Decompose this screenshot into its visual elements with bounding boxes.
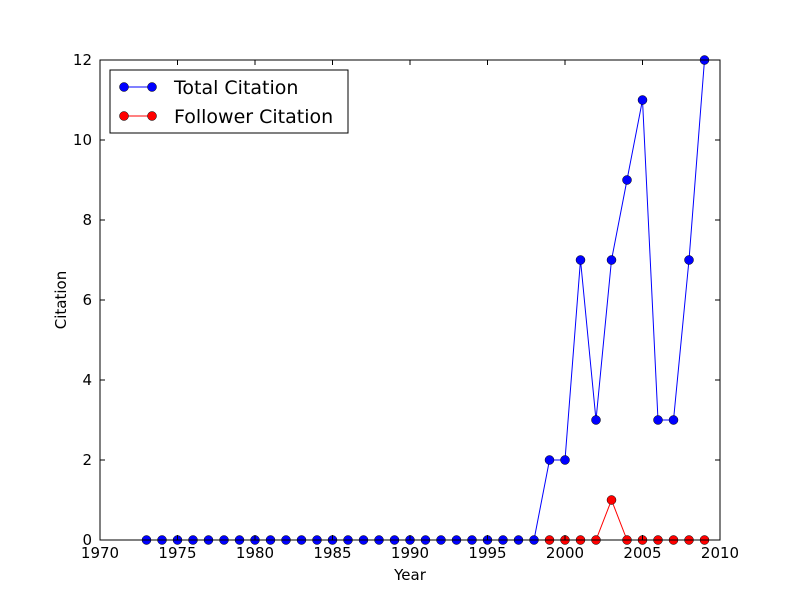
legend-label-follower-citation: Follower Citation	[174, 106, 333, 128]
legend-label-total-citation: Total Citation	[173, 77, 298, 99]
data-point-follower-citation	[606, 495, 617, 505]
x-axis-label: Year	[393, 566, 427, 584]
ticks-layer: 1970 1975 1980 1985 1990 1995 2000 2005 2010 0 2 4 6…	[73, 51, 739, 562]
legend: Total Citation Follower Citation	[109, 69, 349, 134]
x-tick-label: 2000	[546, 544, 584, 562]
data-point-total-citation	[622, 175, 632, 185]
data-point-total-citation	[637, 95, 648, 105]
x-tick-label: 1990	[391, 544, 429, 562]
series-line-follower-citation	[549, 498, 705, 541]
data-point-total-citation	[575, 255, 586, 265]
y-tick-label: 4	[82, 371, 92, 389]
x-tick-label: 1970	[81, 544, 119, 562]
legend-marker-total-citation	[147, 82, 157, 92]
data-point-total-citation	[606, 255, 617, 265]
legend-marker-total-citation	[119, 82, 129, 92]
x-tick-label: 1975	[158, 544, 196, 562]
y-tick-label: 0	[82, 531, 92, 549]
x-tick-label: 2005	[623, 544, 661, 562]
x-tick-label: 1985	[313, 544, 351, 562]
data-point-total-citation	[684, 255, 694, 265]
data-point-total-citation	[591, 415, 601, 425]
data-point-total-citation	[560, 455, 570, 465]
x-tick-label: 1980	[236, 544, 274, 562]
y-tick-label: 10	[73, 131, 92, 149]
y-axis-label: Citation	[52, 271, 70, 329]
y-tick-label: 12	[73, 51, 92, 69]
legend-marker-follower-citation	[119, 111, 129, 121]
legend-marker-follower-citation	[147, 111, 157, 121]
data-point-total-citation	[544, 455, 555, 465]
x-tick-label: 2010	[701, 544, 739, 562]
y-tick-label: 6	[82, 291, 92, 309]
legend-box	[109, 69, 349, 134]
data-point-total-citation	[653, 415, 663, 425]
x-tick-label: 1995	[468, 544, 506, 562]
y-tick-label: 2	[82, 451, 92, 469]
data-point-total-citation	[668, 415, 679, 425]
y-tick-label: 8	[82, 211, 92, 229]
